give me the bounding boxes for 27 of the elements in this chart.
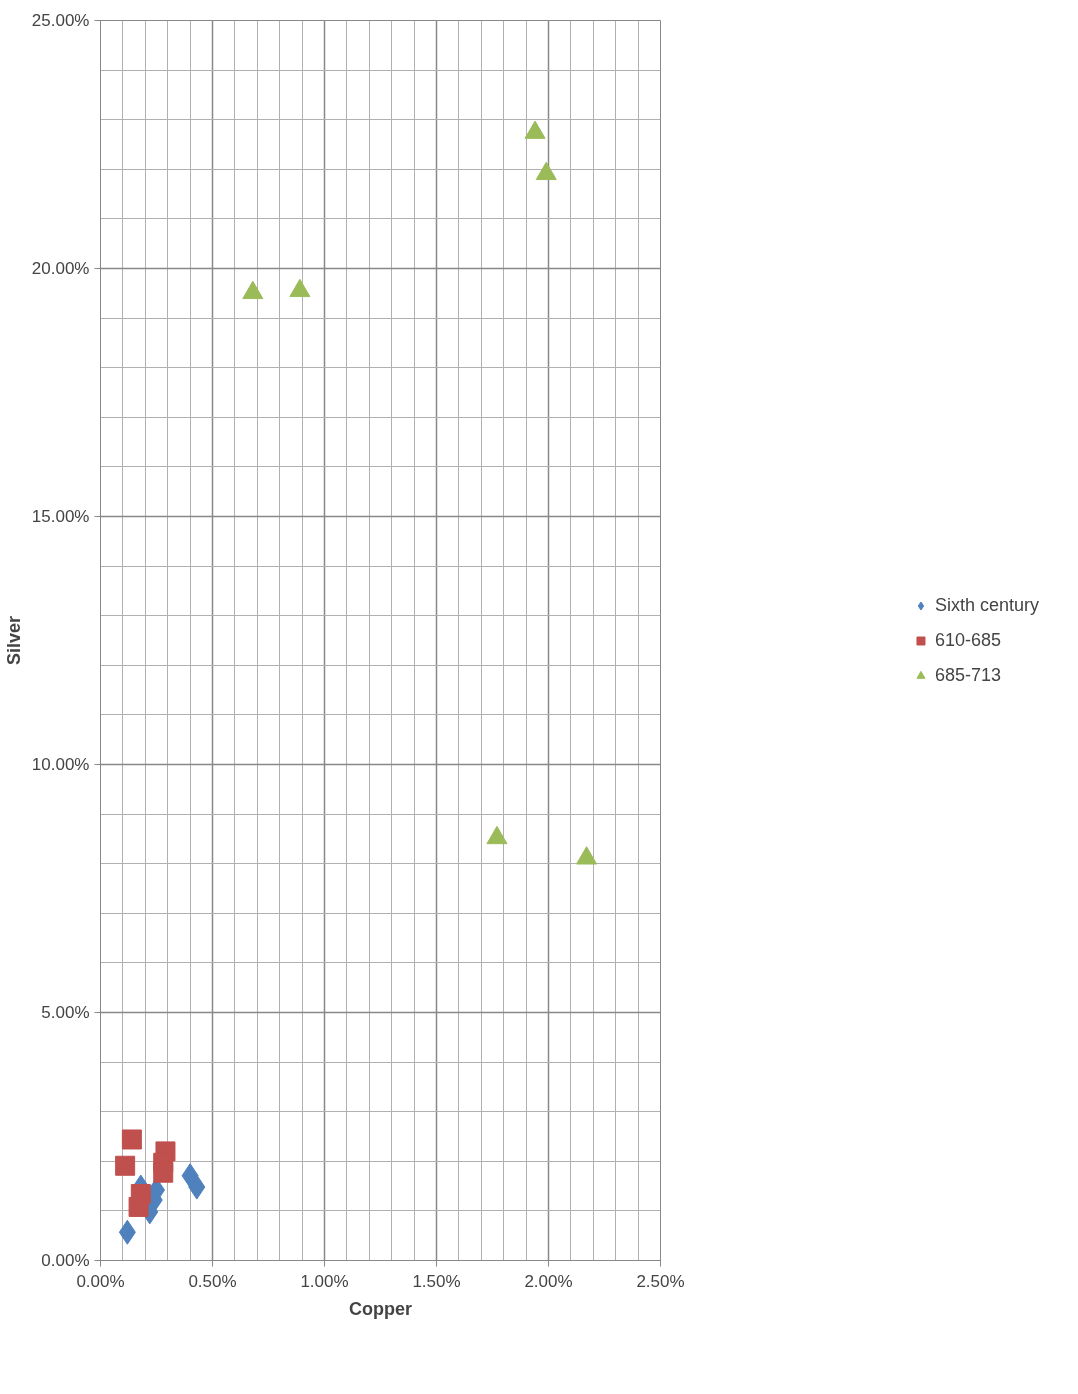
x-tick-label: 0.00% xyxy=(76,1271,125,1291)
x-tick-label: 1.50% xyxy=(412,1271,461,1291)
y-tick-label: 10.00% xyxy=(31,755,90,774)
y-tick-label: 25.00% xyxy=(31,11,90,30)
y-tick-label: 20.00% xyxy=(31,259,90,278)
point xyxy=(289,278,311,298)
point xyxy=(115,1155,136,1176)
y-tick-label: 15.00% xyxy=(31,507,90,526)
point xyxy=(535,161,557,181)
legend-label: Sixth century xyxy=(934,594,1040,616)
point xyxy=(153,1162,174,1183)
legend-label: 610-685 xyxy=(934,629,1002,651)
y-tick-label: 0.00% xyxy=(41,1251,90,1270)
legend-label: 685-713 xyxy=(934,664,1002,686)
point xyxy=(486,825,508,845)
x-tick-label: 2.00% xyxy=(524,1271,573,1291)
x-tick-label: 0.50% xyxy=(188,1271,237,1291)
y-tick-label: 5.00% xyxy=(41,1003,90,1022)
x-tick-label: 2.50% xyxy=(636,1271,685,1291)
point xyxy=(121,1129,142,1150)
y-axis-title: Silver xyxy=(3,615,24,666)
x-axis-title: Copper xyxy=(349,1298,412,1319)
point xyxy=(576,846,598,865)
x-tick-label: 1.00% xyxy=(300,1271,349,1291)
point xyxy=(128,1196,149,1217)
point xyxy=(524,120,546,139)
point xyxy=(242,280,264,300)
